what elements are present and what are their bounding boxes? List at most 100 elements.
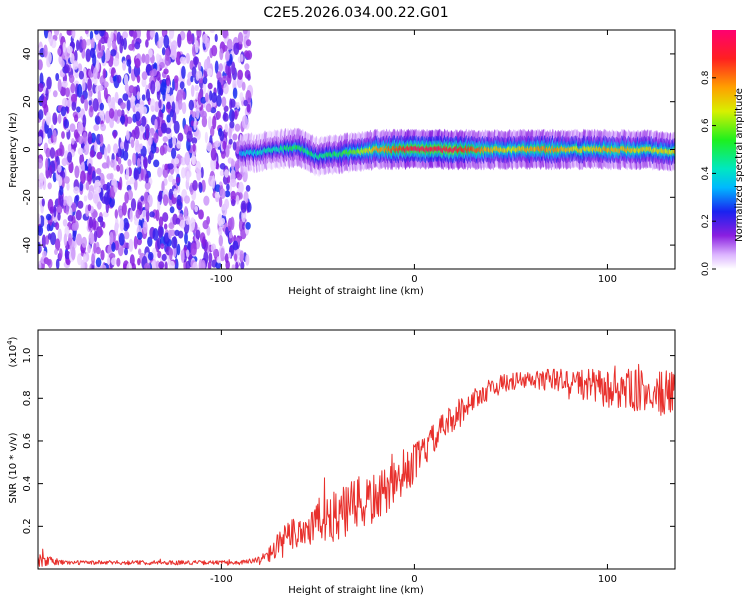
noise-cell xyxy=(93,67,98,79)
noise-cell xyxy=(212,175,215,189)
noise-cell xyxy=(103,68,107,79)
noise-cell xyxy=(47,224,51,232)
noise-cell xyxy=(90,106,93,113)
snr-x-axis-label: Height of straight line (km) xyxy=(288,585,424,596)
noise-cell xyxy=(124,74,128,85)
noise-cell xyxy=(162,212,168,222)
y-tick-label: 0.8 xyxy=(22,390,33,406)
noise-cell xyxy=(144,159,148,169)
noise-cell xyxy=(233,141,237,150)
noise-cell xyxy=(97,152,103,160)
noise-cell xyxy=(122,93,128,101)
noise-cell xyxy=(235,262,238,273)
noise-cell xyxy=(134,126,139,139)
snr-scale-close: ) xyxy=(8,336,19,340)
noise-cell xyxy=(72,223,78,231)
noise-cell xyxy=(46,112,51,126)
noise-cell xyxy=(82,78,85,91)
noise-cell xyxy=(60,60,64,67)
snr-plot-area xyxy=(38,330,675,569)
noise-cell xyxy=(153,160,159,168)
noise-cell xyxy=(97,201,102,210)
noise-cell xyxy=(162,47,166,55)
noise-cell xyxy=(73,60,79,70)
noise-cell xyxy=(71,138,75,145)
y-tick-label: 0.4 xyxy=(22,476,33,492)
y-tick-label: 0 xyxy=(22,146,33,152)
noise-cell xyxy=(69,164,73,172)
noise-cell xyxy=(172,136,176,146)
noise-cell xyxy=(124,192,129,204)
noise-cell xyxy=(57,48,61,55)
noise-cell xyxy=(192,144,195,152)
noise-cell xyxy=(186,171,190,183)
noise-cell xyxy=(245,254,249,266)
noise-cell xyxy=(64,233,67,246)
spectrogram-y-axis-label: Frequency (Hz) xyxy=(8,112,19,188)
noise-cell xyxy=(113,131,116,138)
noise-cell xyxy=(41,94,45,101)
noise-cell xyxy=(176,177,180,184)
noise-cell xyxy=(231,62,235,76)
noise-cell xyxy=(222,27,228,39)
noise-cell xyxy=(110,159,115,168)
noise-cell xyxy=(149,211,155,217)
noise-cell xyxy=(239,92,243,101)
noise-cell xyxy=(231,199,236,206)
noise-cell xyxy=(174,230,179,236)
noise-cell xyxy=(99,226,103,237)
noise-cell xyxy=(139,143,142,149)
noise-cell xyxy=(171,148,176,159)
noise-cell xyxy=(71,94,77,102)
noise-cell xyxy=(93,194,99,204)
colorbar-tick-label: 0.2 xyxy=(701,214,711,228)
noise-cell xyxy=(134,41,140,49)
noise-cell xyxy=(104,192,110,205)
noise-cell xyxy=(216,71,221,80)
noise-cell xyxy=(246,50,252,60)
noise-cell xyxy=(217,111,221,119)
noise-cell xyxy=(159,62,165,69)
noise-cell xyxy=(128,44,134,51)
noise-cell xyxy=(199,259,203,272)
noise-cell xyxy=(43,45,47,58)
noise-cell xyxy=(48,233,52,240)
noise-cell xyxy=(194,56,198,68)
noise-cell xyxy=(89,90,93,97)
noise-cell xyxy=(125,84,129,92)
noise-cell xyxy=(228,66,232,79)
noise-cell xyxy=(135,111,140,121)
noise-cell xyxy=(172,101,176,113)
noise-cell xyxy=(111,257,116,265)
noise-cell xyxy=(120,116,125,124)
noise-cell xyxy=(232,264,236,270)
noise-cell xyxy=(177,34,181,48)
colorbar-gradient xyxy=(712,30,736,269)
noise-cell xyxy=(213,249,219,257)
noise-cell xyxy=(96,116,101,124)
noise-cell xyxy=(81,260,85,274)
noise-cell xyxy=(240,54,243,62)
noise-cell xyxy=(166,101,170,109)
noise-cell xyxy=(203,196,209,206)
noise-cell xyxy=(53,90,58,97)
noise-cell xyxy=(174,121,180,134)
noise-cell xyxy=(181,66,186,79)
noise-cell xyxy=(46,77,51,90)
noise-cell xyxy=(214,141,220,148)
noise-cell xyxy=(129,239,134,252)
noise-cell xyxy=(219,235,223,246)
noise-cell xyxy=(126,167,129,181)
noise-cell xyxy=(50,207,53,214)
noise-cell xyxy=(107,257,110,265)
noise-cell xyxy=(158,261,164,269)
noise-cell xyxy=(225,227,229,236)
noise-cell xyxy=(89,232,95,244)
noise-cell xyxy=(190,217,195,231)
noise-cell xyxy=(247,202,252,213)
noise-cell xyxy=(88,132,92,145)
noise-cell xyxy=(198,182,202,190)
noise-cell xyxy=(68,233,72,246)
noise-cell xyxy=(173,188,177,198)
noise-cell xyxy=(230,191,236,200)
